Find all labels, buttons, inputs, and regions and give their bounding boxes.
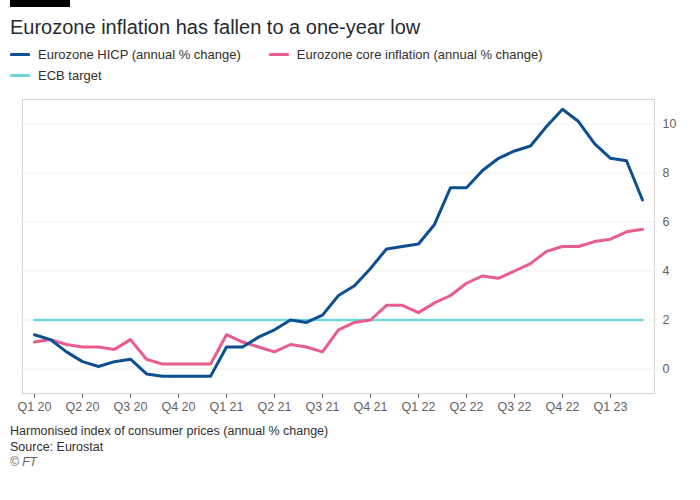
- svg-text:Q3 21: Q3 21: [305, 400, 339, 414]
- svg-text:Q1 21: Q1 21: [209, 400, 243, 414]
- svg-text:10: 10: [663, 117, 677, 131]
- svg-text:Q1 20: Q1 20: [17, 400, 51, 414]
- html-text:Eurozone HICP (annual % change: Eurozone HICP (annual % change): [38, 47, 241, 62]
- svg-text:Q4 22: Q4 22: [545, 400, 579, 414]
- svg-text:Q2 21: Q2 21: [257, 400, 291, 414]
- svg-text:Q1 22: Q1 22: [401, 400, 435, 414]
- svg-text:Q1 23: Q1 23: [593, 400, 627, 414]
- html-text:Eurozone core inflation (annua: Eurozone core inflation (annual % change…: [296, 47, 543, 62]
- svg-text:Q4 20: Q4 20: [161, 400, 195, 414]
- html-text:Harmonised index of consumer p: Harmonised index of consumer prices (ann…: [10, 424, 329, 438]
- svg-text:8: 8: [663, 166, 670, 180]
- svg-text:0: 0: [663, 362, 670, 376]
- svg-text:Q2 22: Q2 22: [449, 400, 483, 414]
- html-text:ECB target: ECB target: [38, 68, 102, 83]
- svg-text:Q4 21: Q4 21: [353, 400, 387, 414]
- svg-text:6: 6: [663, 215, 670, 229]
- svg-text:Q2 20: Q2 20: [65, 400, 99, 414]
- html-text:Eurozone inflation has fallen: Eurozone inflation has fallen to a one-y…: [10, 16, 421, 38]
- svg-text:4: 4: [663, 264, 670, 278]
- svg-text:Q3 22: Q3 22: [497, 400, 531, 414]
- svg-text:Q3 20: Q3 20: [113, 400, 147, 414]
- html-text:Source: Eurostat: Source: Eurostat: [10, 440, 104, 454]
- svg-text:2: 2: [663, 313, 670, 327]
- html-text:© FT: © FT: [10, 455, 37, 469]
